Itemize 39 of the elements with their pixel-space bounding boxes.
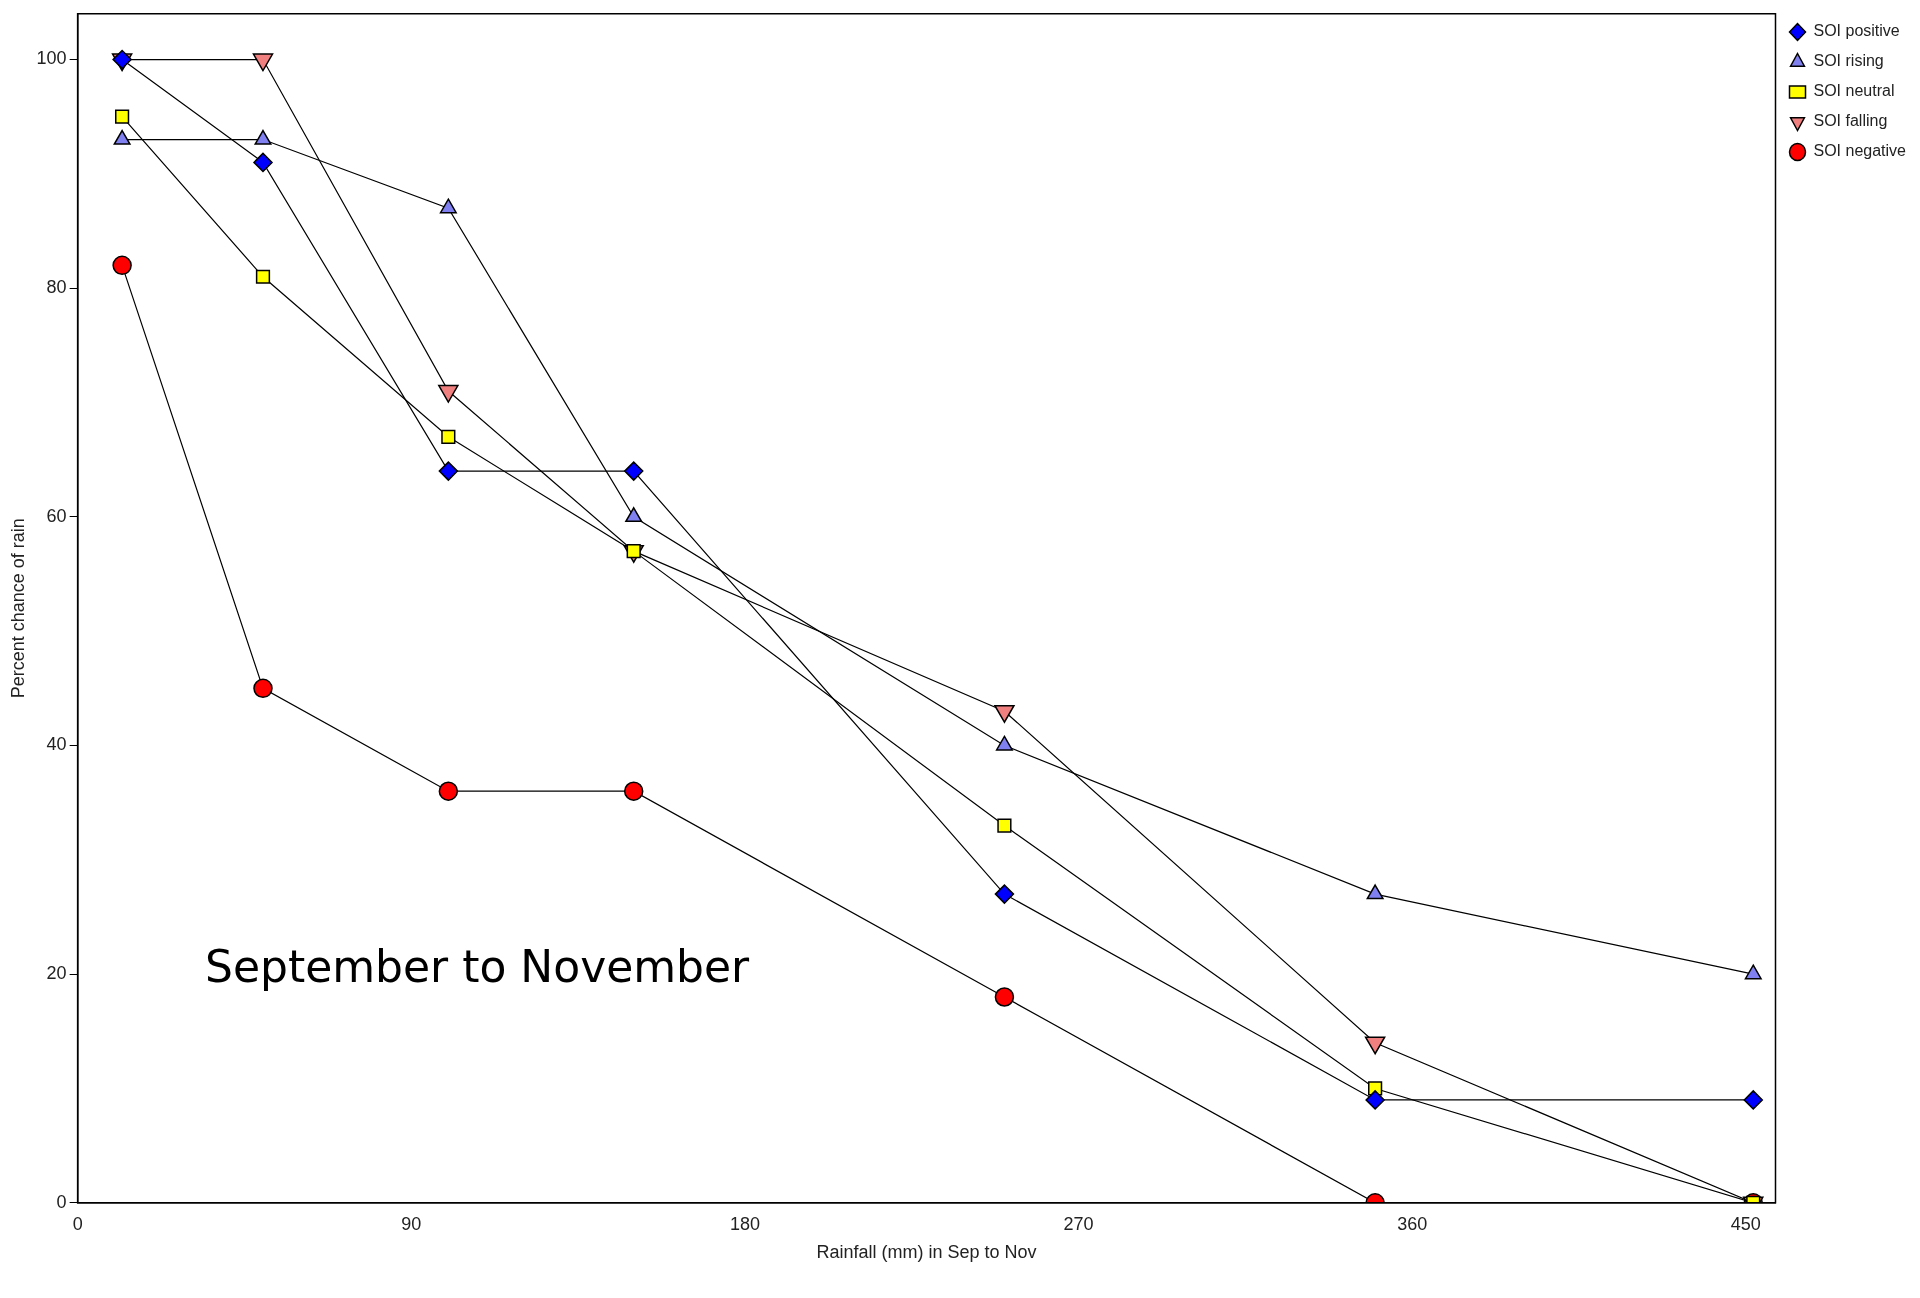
point xyxy=(115,109,130,124)
point xyxy=(1366,884,1384,900)
y-tick-label: 100 xyxy=(36,48,67,69)
x-tick-label: 450 xyxy=(1730,1213,1761,1234)
x-tick-label: 270 xyxy=(1063,1213,1094,1234)
x-axis-title: Rainfall (mm) in Sep to Nov xyxy=(816,1242,1037,1263)
point xyxy=(623,461,644,481)
x-tick-label: 360 xyxy=(1397,1213,1428,1234)
point xyxy=(253,678,273,699)
legend-label: SOI negative xyxy=(1813,142,1907,160)
point xyxy=(439,198,457,214)
y-tick-label: 40 xyxy=(46,734,67,755)
y-axis-title: Percent chance of rain xyxy=(7,518,28,699)
point xyxy=(255,269,271,284)
point xyxy=(253,152,273,173)
legend-label: SOI rising xyxy=(1813,52,1884,70)
point xyxy=(625,507,643,523)
point xyxy=(112,255,132,276)
point xyxy=(1743,1090,1764,1110)
legend-label: SOI neutral xyxy=(1813,82,1895,100)
x-tick-label: 0 xyxy=(72,1213,83,1234)
point xyxy=(997,818,1012,833)
point xyxy=(994,987,1015,1007)
x-tick-label: 180 xyxy=(729,1213,760,1234)
annotation: September to November xyxy=(204,941,751,993)
point xyxy=(994,884,1015,904)
point xyxy=(438,781,459,801)
y-tick-label: 60 xyxy=(46,505,67,526)
legend-label: SOI positive xyxy=(1813,22,1900,40)
point xyxy=(441,429,456,444)
x-tick-label: 90 xyxy=(401,1213,422,1234)
y-tick-label: 20 xyxy=(46,963,67,984)
legend-label: SOI falling xyxy=(1813,112,1888,130)
point xyxy=(438,461,459,481)
point xyxy=(1744,964,1762,980)
point xyxy=(1365,1090,1385,1110)
y-tick-label: 0 xyxy=(56,1191,67,1212)
point xyxy=(623,781,644,801)
y-tick-label: 80 xyxy=(46,277,67,298)
